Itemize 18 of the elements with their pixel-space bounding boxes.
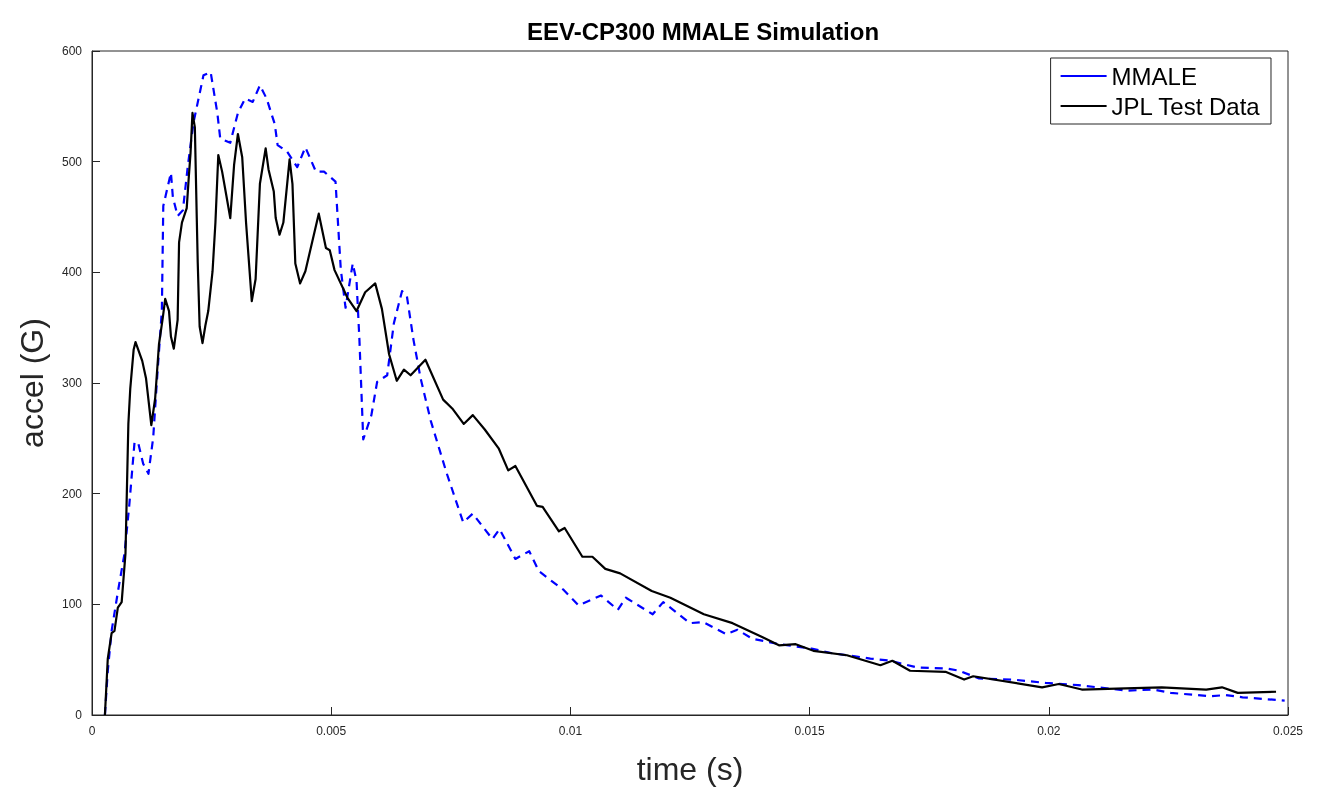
x-tick-label: 0.015	[794, 724, 825, 738]
y-tick-label: 500	[61, 154, 83, 169]
y-axis-title: accel (G)	[14, 318, 50, 448]
y-tick-label: 200	[61, 486, 83, 501]
y-tick-label: 300	[61, 376, 83, 390]
chart-title: EEV-CP300 MMALE Simulation	[526, 17, 880, 45]
legend-label: MMALE	[1111, 62, 1197, 90]
x-tick-label: 0.025	[1272, 724, 1304, 738]
x-axis-title: time (s)	[636, 751, 744, 787]
x-tick-label: 0	[88, 724, 96, 738]
y-tick-label: 100	[61, 597, 83, 612]
y-tick-label: 0	[75, 708, 83, 722]
y-tick-label: 400	[61, 265, 83, 280]
x-tick-label: 0.02	[1037, 724, 1061, 738]
x-tick-label: 0.01	[558, 724, 583, 738]
x-tick-label: 0.005	[316, 724, 347, 738]
legend-label: JPL Test Data	[1111, 92, 1261, 120]
y-tick-label: 600	[61, 44, 83, 58]
